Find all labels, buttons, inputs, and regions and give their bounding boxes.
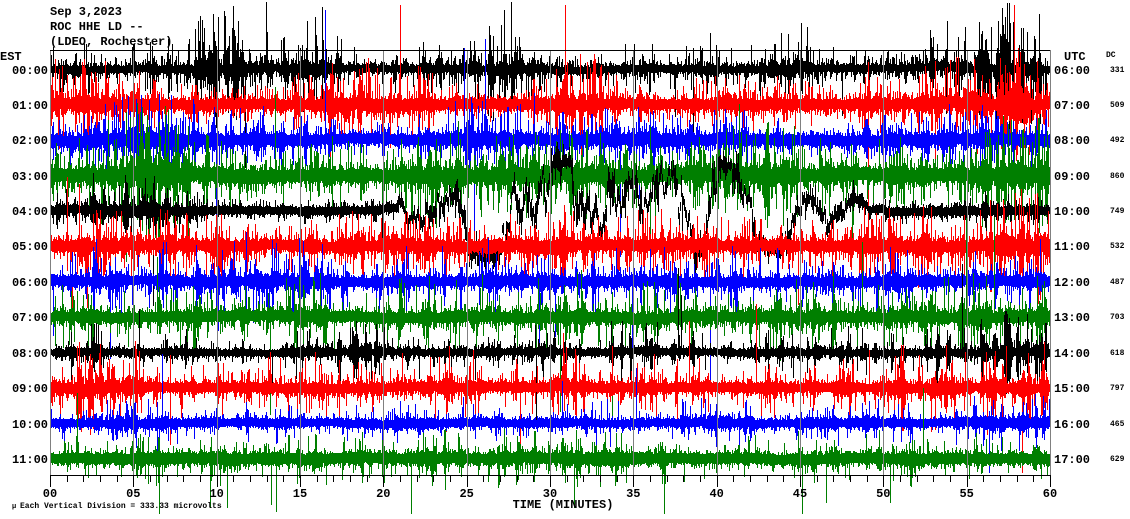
svg-text:797: 797 [1110, 384, 1125, 393]
svg-text:55: 55 [959, 487, 973, 501]
svg-text:10:00: 10:00 [12, 418, 48, 432]
svg-text:10:00: 10:00 [1054, 205, 1090, 219]
svg-text:04:00: 04:00 [12, 205, 48, 219]
svg-text:06:00: 06:00 [12, 276, 48, 290]
svg-text:618: 618 [1110, 349, 1125, 358]
svg-text:08:00: 08:00 [1054, 134, 1090, 148]
svg-text:06:00: 06:00 [1054, 64, 1090, 78]
svg-text:TIME (MINUTES): TIME (MINUTES) [513, 498, 614, 512]
svg-text:492: 492 [1110, 136, 1125, 145]
svg-text:09:00: 09:00 [12, 382, 48, 396]
svg-text:15: 15 [293, 487, 307, 501]
svg-text:14:00: 14:00 [1054, 347, 1090, 361]
svg-text:860: 860 [1110, 172, 1125, 181]
svg-text:07:00: 07:00 [12, 311, 48, 325]
svg-text:03:00: 03:00 [12, 170, 48, 184]
svg-text:15:00: 15:00 [1054, 382, 1090, 396]
svg-text:487: 487 [1110, 278, 1125, 287]
svg-text:10: 10 [209, 487, 223, 501]
svg-text:01:00: 01:00 [12, 99, 48, 113]
svg-text:Sep 3,2023: Sep 3,2023 [50, 5, 122, 19]
svg-text:UTC: UTC [1064, 50, 1086, 64]
svg-text:331: 331 [1110, 66, 1125, 75]
svg-text:17:00: 17:00 [1054, 453, 1090, 467]
svg-text:(LDEO, Rochester): (LDEO, Rochester) [50, 35, 172, 49]
svg-text:20: 20 [376, 487, 390, 501]
svg-text:703: 703 [1110, 313, 1125, 322]
svg-text:45: 45 [793, 487, 807, 501]
svg-text:509: 509 [1110, 101, 1125, 110]
svg-text:ROC HHE LD --: ROC HHE LD -- [50, 20, 144, 34]
svg-text:11:00: 11:00 [1054, 240, 1090, 254]
svg-text:60: 60 [1043, 487, 1057, 501]
svg-text:05:00: 05:00 [12, 240, 48, 254]
svg-text:12:00: 12:00 [1054, 276, 1090, 290]
svg-text:Each Vertical Division = 333.: Each Vertical Division = 333.33 microvol… [20, 502, 222, 511]
svg-text:02:00: 02:00 [12, 134, 48, 148]
svg-text:EST: EST [0, 50, 22, 64]
svg-text:11:00: 11:00 [12, 453, 48, 467]
svg-text:50: 50 [876, 487, 890, 501]
svg-text:25: 25 [459, 487, 473, 501]
svg-text:629: 629 [1110, 455, 1125, 464]
svg-text:00:00: 00:00 [12, 64, 48, 78]
svg-text:DC: DC [1106, 51, 1116, 60]
svg-text:749: 749 [1110, 207, 1125, 216]
svg-text:00: 00 [43, 487, 57, 501]
svg-text:30: 30 [543, 487, 557, 501]
svg-text:13:00: 13:00 [1054, 311, 1090, 325]
svg-text:μ: μ [12, 503, 16, 511]
svg-text:16:00: 16:00 [1054, 418, 1090, 432]
svg-text:40: 40 [709, 487, 723, 501]
svg-text:465: 465 [1110, 420, 1125, 429]
svg-text:532: 532 [1110, 242, 1125, 251]
svg-text:35: 35 [626, 487, 640, 501]
svg-text:05: 05 [126, 487, 140, 501]
svg-text:07:00: 07:00 [1054, 99, 1090, 113]
svg-text:09:00: 09:00 [1054, 170, 1090, 184]
svg-text:08:00: 08:00 [12, 347, 48, 361]
